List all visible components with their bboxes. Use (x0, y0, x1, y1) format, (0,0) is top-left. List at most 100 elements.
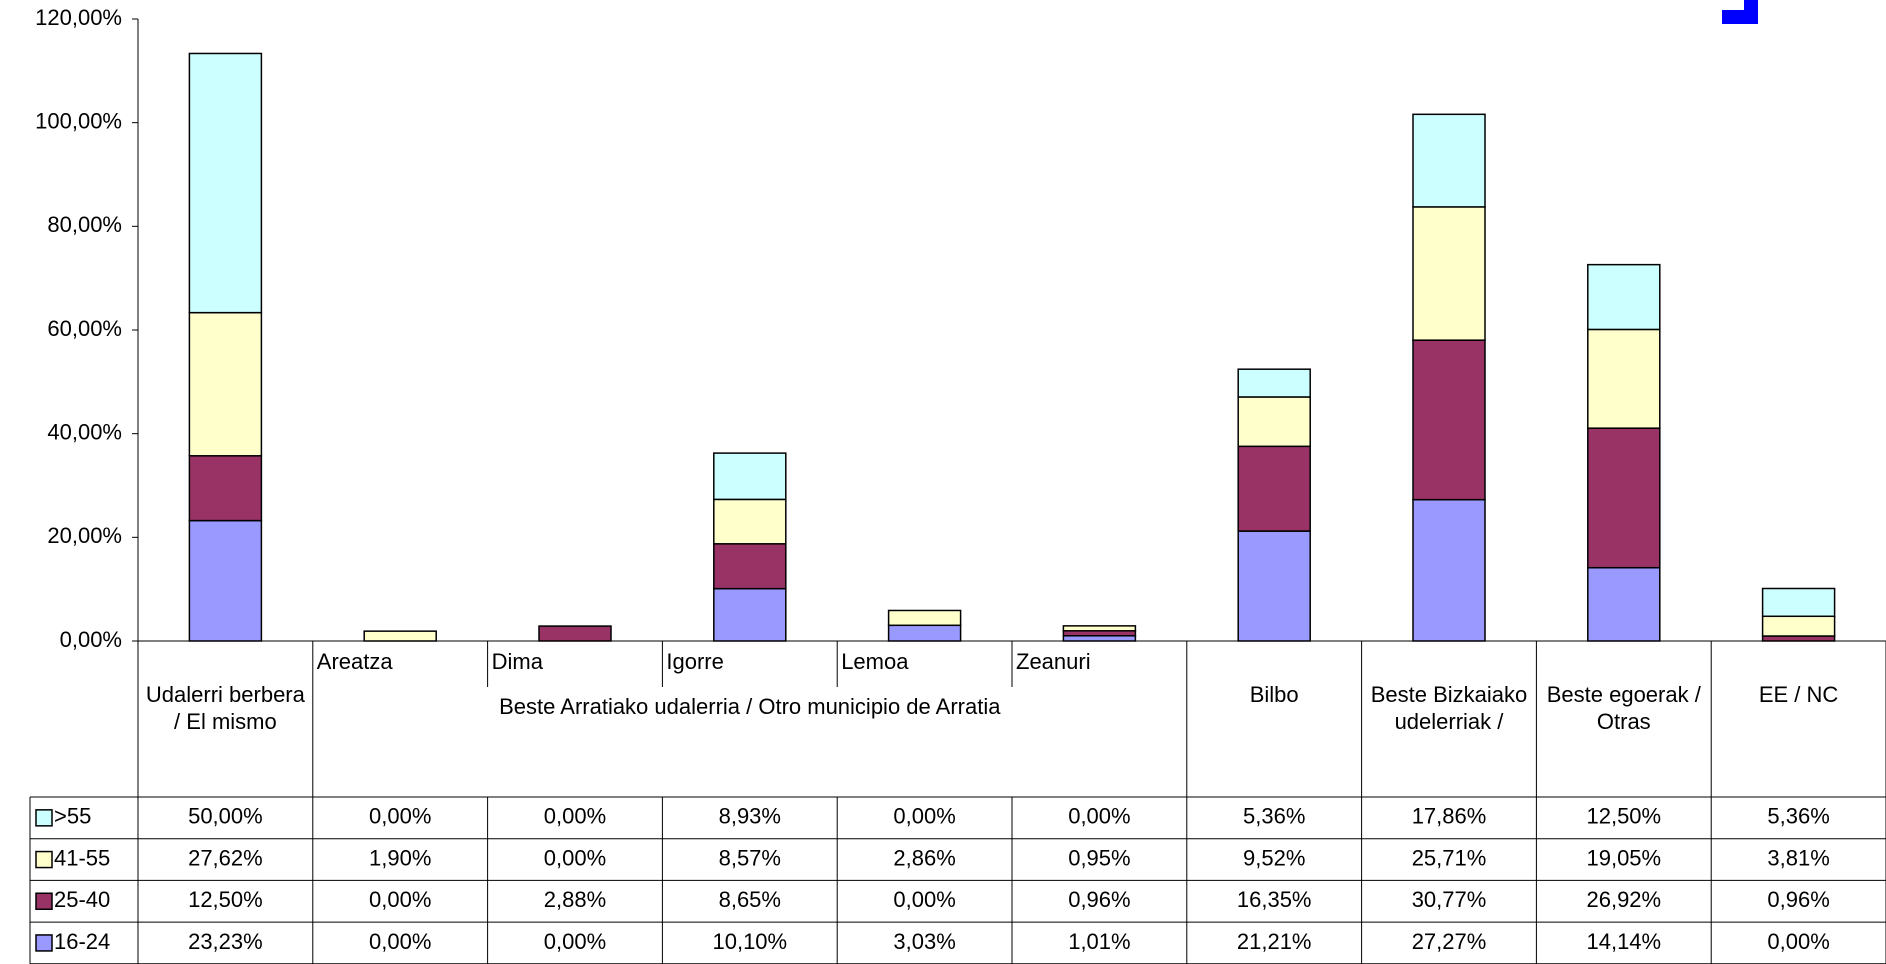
legend-swatch (36, 810, 52, 826)
bar-segment (1238, 446, 1310, 531)
category-label: Beste Bizkaiako udelerriak / (1368, 641, 1531, 797)
y-tick-label: 60,00% (47, 316, 122, 341)
data-label: 16,35% (1237, 887, 1312, 912)
bar-segment (1413, 500, 1485, 641)
bar-segment (189, 521, 261, 641)
data-label: 3,81% (1767, 845, 1829, 870)
bar-segment (1413, 114, 1485, 207)
data-label: 14,14% (1586, 929, 1661, 954)
data-label: 0,00% (893, 804, 955, 829)
legend-label: 41-55 (54, 845, 110, 870)
y-tick-label: 40,00% (47, 419, 122, 444)
bar-segment (889, 625, 961, 641)
data-label: 21,21% (1237, 929, 1312, 954)
bar-segment (1763, 588, 1835, 616)
bar-segment (1588, 428, 1660, 568)
data-label: 0,96% (1068, 887, 1130, 912)
data-label: 8,93% (719, 804, 781, 829)
category-label: Beste egoerak / Otras (1542, 641, 1705, 797)
category-label: Dima (492, 649, 544, 674)
data-label: 19,05% (1586, 845, 1661, 870)
category-group-label: Beste Arratiako udalerria / Otro municip… (499, 694, 1001, 719)
data-label: 2,88% (544, 887, 606, 912)
bar-segment (1413, 340, 1485, 499)
data-label: 0,00% (369, 804, 431, 829)
data-label: 27,27% (1412, 929, 1487, 954)
y-tick-label: 80,00% (47, 212, 122, 237)
data-label: 1,01% (1068, 929, 1130, 954)
legend-label: >55 (54, 804, 91, 829)
data-label: 17,86% (1412, 804, 1487, 829)
category-cell: Beste egoerak / Otras (1542, 641, 1705, 797)
category-cell: EE / NC (1717, 641, 1880, 797)
category-label: Zeanuri (1016, 649, 1091, 674)
data-label: 27,62% (188, 845, 263, 870)
data-label: 8,65% (719, 887, 781, 912)
y-tick-label: 120,00% (35, 5, 122, 30)
bar-segment (1588, 329, 1660, 428)
bar-segment (1238, 531, 1310, 641)
data-label: 3,03% (893, 929, 955, 954)
data-label: 50,00% (188, 804, 263, 829)
category-cell: Beste Bizkaiako udelerriak / (1368, 641, 1531, 797)
data-label: 26,92% (1586, 887, 1661, 912)
data-label: 0,95% (1068, 845, 1130, 870)
category-label: Igorre (666, 649, 723, 674)
category-label: EE / NC (1717, 641, 1880, 797)
category-label: Lemoa (841, 649, 909, 674)
bar-segment (1238, 369, 1310, 397)
category-cell: Udalerri berbera / El mismo (144, 641, 307, 797)
bar-segment (714, 589, 786, 641)
data-label: 12,50% (188, 887, 263, 912)
bar-segment (714, 499, 786, 543)
bar-segment (1763, 616, 1835, 636)
bar-segment (539, 626, 611, 641)
y-tick-label: 20,00% (47, 523, 122, 548)
y-tick-label: 0,00% (60, 627, 122, 652)
bar-segment (1413, 207, 1485, 340)
logo-cut (1722, 0, 1744, 10)
bar-segment (189, 313, 261, 456)
data-label: 1,90% (369, 845, 431, 870)
bar-segment (714, 544, 786, 589)
category-label: Udalerri berbera / El mismo (144, 641, 307, 797)
legend-swatch (36, 893, 52, 909)
data-label: 0,00% (544, 929, 606, 954)
y-tick-label: 100,00% (35, 108, 122, 133)
data-label: 0,00% (369, 929, 431, 954)
data-label: 9,52% (1243, 845, 1305, 870)
data-label: 2,86% (893, 845, 955, 870)
bar-segment (1588, 568, 1660, 641)
bar-segment (714, 453, 786, 499)
data-label: 0,00% (544, 804, 606, 829)
bar-segment (1063, 626, 1135, 631)
data-label: 5,36% (1767, 804, 1829, 829)
data-label: 30,77% (1412, 887, 1487, 912)
legend-label: 25-40 (54, 887, 110, 912)
bar-segment (364, 631, 436, 641)
data-label: 0,00% (1767, 929, 1829, 954)
chart: 0,00% 20,00% 40,00% 60,00% 80,00% 100,00% 120,… (0, 0, 1886, 964)
data-label: 0,96% (1767, 887, 1829, 912)
legend-swatch (36, 935, 52, 951)
data-label: 0,00% (544, 845, 606, 870)
data-label: 23,23% (188, 929, 263, 954)
data-label: 0,00% (369, 887, 431, 912)
legend-swatch (36, 852, 52, 868)
category-label: Areatza (317, 649, 394, 674)
bar-segment (1588, 265, 1660, 330)
bar-segment (189, 53, 261, 312)
data-label: 12,50% (1586, 804, 1661, 829)
data-label: 0,00% (1068, 804, 1130, 829)
data-label: 10,10% (712, 929, 787, 954)
bar-segment (1063, 636, 1135, 641)
legend-label: 16-24 (54, 929, 110, 954)
data-label: 8,57% (719, 845, 781, 870)
data-label: 25,71% (1412, 845, 1487, 870)
bar-segment (889, 610, 961, 625)
bar-segment (189, 456, 261, 521)
data-label: 0,00% (893, 887, 955, 912)
bar-segment (1238, 397, 1310, 446)
category-cell: Bilbo (1193, 641, 1356, 797)
category-label: Bilbo (1193, 641, 1356, 797)
